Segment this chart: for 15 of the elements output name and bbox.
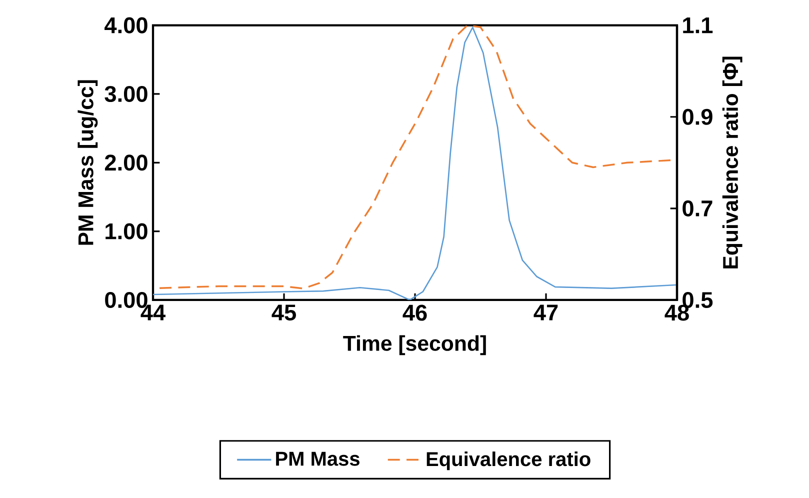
y-tick-label: 3.00 (104, 86, 148, 102)
y-axis-title: PM Mass [ug/cc] (78, 80, 98, 245)
legend-label: PM Mass (276, 452, 360, 466)
x-tick-label: 46 (402, 304, 427, 321)
y2-tick-label: 0.9 (682, 108, 712, 125)
y2-tick-label: 1.1 (683, 18, 713, 34)
y2-axis-title: Equivalence ratio [Φ] (722, 56, 742, 268)
x-tick-label: 47 (534, 304, 558, 320)
legend-label: Equivalence ratio (426, 452, 590, 470)
y-tick-label: 2.00 (104, 154, 148, 171)
x-tick-label: 45 (272, 304, 296, 321)
y-tick-label: 1.00 (106, 223, 148, 240)
y2-tick-label: 0.7 (682, 200, 712, 216)
x-axis-title: Time [second] (343, 335, 486, 356)
y-tick-label: 4.00 (104, 17, 148, 34)
